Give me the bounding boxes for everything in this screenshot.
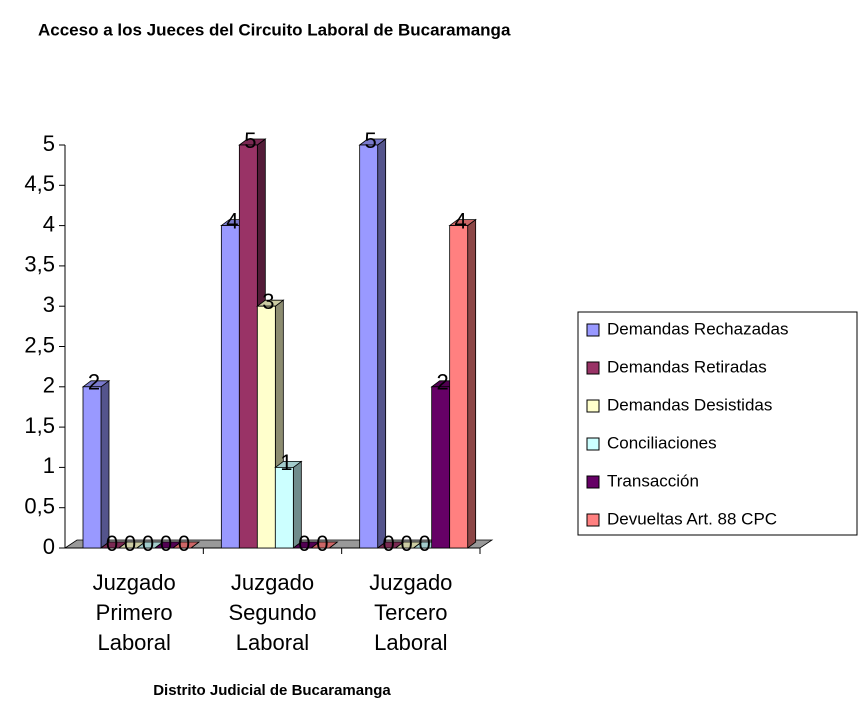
x-tick-label-line: Juzgado [369,570,452,595]
y-tick-label: 3 [43,292,55,317]
legend-label: Conciliaciones [607,433,717,452]
data-label: 5 [244,128,256,153]
x-tick-label-line: Laboral [236,630,309,655]
bar-side [377,138,387,549]
data-label: 0 [106,531,118,556]
bar-front [238,144,258,549]
x-tick-label-line: Juzgado [93,570,176,595]
legend-label: Demandas Retiradas [607,357,767,376]
x-axis-label: Distrito Judicial de Bucaramanga [153,682,391,699]
bar [448,218,477,549]
legend-swatch [586,437,600,451]
legend-swatch [586,361,600,375]
x-tick-label: Juzgado Primero Laboral [93,570,176,655]
data-label: 4 [455,208,467,233]
bar-side [100,379,110,549]
bar-front [274,466,294,549]
data-label: 0 [124,531,136,556]
bar-front [82,386,102,549]
data-label: 3 [262,289,274,314]
y-tick-label: 1 [43,453,55,478]
data-label: 5 [365,128,377,153]
legend-label: Devueltas Art. 88 CPC [607,509,777,528]
data-label: 4 [226,208,238,233]
legend-swatch [586,475,600,489]
data-label: 0 [316,531,328,556]
data-label: 0 [298,531,310,556]
legend-swatch [586,513,600,527]
bar-front [256,305,276,549]
legend-box [577,311,858,536]
data-label: 2 [88,370,100,395]
data-label: 0 [142,531,154,556]
legend-label: Demandas Desistidas [607,395,772,414]
data-label: 0 [178,531,190,556]
x-tick-label-line: Primero [96,600,173,625]
x-tick-label-line: Juzgado [231,570,314,595]
bar-front [220,225,240,549]
bar-side [467,218,477,549]
bar [274,460,303,549]
chart-title: Acceso a los Jueces del Circuito Laboral… [38,20,511,39]
y-tick-label: 4 [43,211,55,236]
bar [81,379,111,549]
legend-swatch [586,323,600,337]
bar [310,541,339,549]
x-tick-label: Juzgado Tercero Laboral [369,570,452,655]
bar-top [310,541,339,549]
x-tick-label-line: Laboral [374,630,447,655]
legend-label: Transacción [607,471,699,490]
x-tick-label-line: Laboral [97,630,170,655]
y-tick-label: 1,5 [24,413,55,438]
data-label: 0 [419,531,431,556]
legend-label: Demandas Rechazadas [607,319,788,338]
y-tick-label: 2 [43,373,55,398]
bar-top [171,541,201,549]
bar-front [359,144,379,549]
data-label: 1 [280,450,292,475]
bar [358,138,387,549]
y-tick-label: 4,5 [24,171,55,196]
data-label: 0 [401,531,413,556]
x-tick-label-line: Tercero [374,600,447,625]
y-tick-label: 5 [43,131,55,156]
legend-swatch [586,399,600,413]
bar [171,541,201,549]
bar-front [431,386,451,549]
bar-front [449,225,469,549]
y-tick-label: 0 [43,534,55,559]
y-tick-label: 3,5 [24,252,55,277]
data-label: 2 [437,370,449,395]
x-tick-label: Juzgado Segundo Laboral [228,570,316,655]
data-label: 0 [160,531,172,556]
y-tick-label: 0,5 [24,494,55,519]
x-tick-label-line: Segundo [228,600,316,625]
y-tick-label: 2,5 [24,332,55,357]
data-label: 0 [383,531,395,556]
